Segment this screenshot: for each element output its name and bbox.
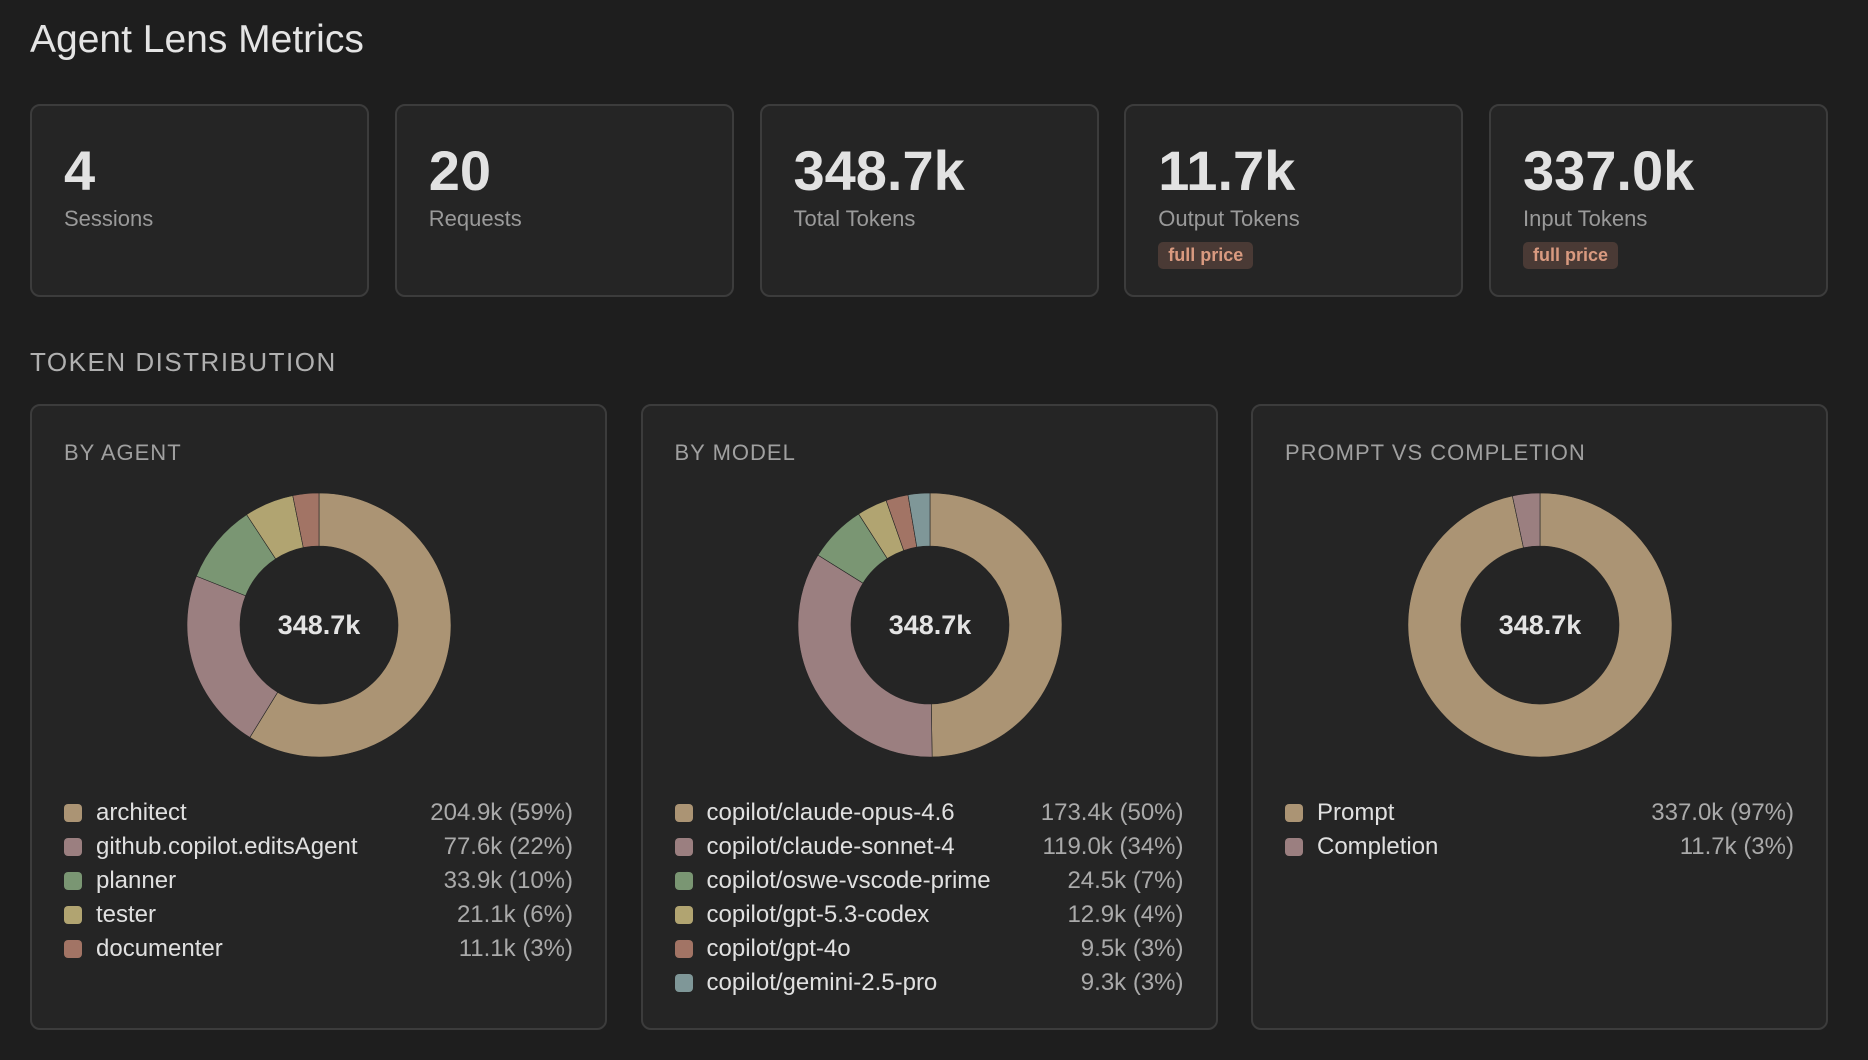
slice-github-copilot-editsagent[interactable] xyxy=(186,575,279,738)
section-title: TOKEN DISTRIBUTION xyxy=(30,347,337,377)
donut-center-label: 348.7k xyxy=(888,610,972,640)
legend-value: 11.7k (3%) xyxy=(1679,833,1794,860)
legend-item: copilot/gemini-2.5-pro 9.3k (3%) xyxy=(674,966,1184,1000)
legend-swatch xyxy=(674,838,693,856)
legend-value: 33.9k (10%) xyxy=(443,867,573,894)
legend-name: copilot/gemini-2.5-pro xyxy=(706,969,938,996)
stat-value: 20 xyxy=(428,139,492,202)
legend-item: copilot/gpt-5.3-codex 12.9k (4%) xyxy=(674,898,1184,932)
legend-value: 9.3k (3%) xyxy=(1080,969,1184,996)
legend-swatch xyxy=(674,906,693,924)
slice-copilot-gemini-2-5-pro[interactable] xyxy=(907,492,930,548)
slice-copilot-claude-opus-4-6[interactable] xyxy=(929,492,1062,758)
chart-legend: copilot/claude-opus-4.6 173.4k (50%) copil… xyxy=(674,796,1184,1000)
stat-card-total-tokens: 348.7k Total Tokens xyxy=(759,104,1099,297)
stat-label: Sessions xyxy=(64,206,154,231)
legend-item: copilot/oswe-vscode-prime 24.5k (7%) xyxy=(674,864,1184,898)
legend-item: Completion 11.7k (3%) xyxy=(1285,830,1794,864)
legend-item: github.copilot.editsAgent 77.6k (22%) xyxy=(64,830,573,864)
legend-name: copilot/claude-opus-4.6 xyxy=(706,799,955,826)
legend-swatch xyxy=(674,974,693,992)
stat-value: 4 xyxy=(64,139,96,202)
legend-name: tester xyxy=(96,901,157,928)
chart-legend: Prompt 337.0k (97%) Completion 11.7k (3%) xyxy=(1285,796,1794,864)
legend-value: 24.5k (7%) xyxy=(1067,867,1184,894)
stat-label: Input Tokens xyxy=(1523,206,1648,231)
legend-item: planner 33.9k (10%) xyxy=(64,864,573,898)
legend-item: documenter 11.1k (3%) xyxy=(64,932,573,966)
stat-value: 348.7k xyxy=(793,139,965,202)
stat-label: Output Tokens xyxy=(1158,206,1300,231)
donut-center-label: 348.7k xyxy=(278,610,362,640)
legend-value: 77.6k (22%) xyxy=(443,833,573,860)
legend-value: 173.4k (50%) xyxy=(1040,799,1184,826)
legend-value: 12.9k (4%) xyxy=(1067,901,1184,928)
legend-swatch xyxy=(64,940,82,958)
chart-card-0: BY AGENT 348.7k architect 204.9k (59%) githu… xyxy=(30,404,607,1030)
legend-item: tester 21.1k (6%) xyxy=(64,898,573,932)
legend-swatch xyxy=(674,940,693,958)
slice-architect[interactable] xyxy=(249,492,452,758)
page-title: Agent Lens Metrics xyxy=(30,18,364,61)
slice-prompt[interactable] xyxy=(1407,492,1673,758)
legend-name: copilot/claude-sonnet-4 xyxy=(706,833,955,860)
legend-value: 119.0k (34%) xyxy=(1042,833,1184,860)
slice-documenter[interactable] xyxy=(292,492,320,548)
legend-swatch xyxy=(1285,804,1303,822)
donut-chart: 348.7k xyxy=(797,492,1062,758)
slice-copilot-claude-sonnet-4[interactable] xyxy=(797,554,932,758)
price-badge: full price xyxy=(1523,242,1619,269)
legend-name: planner xyxy=(96,867,177,894)
legend-name: documenter xyxy=(96,935,223,962)
legend-name: copilot/oswe-vscode-prime xyxy=(706,867,991,894)
donut-chart: 348.7k xyxy=(186,492,452,758)
stat-label: Total Tokens xyxy=(793,206,916,231)
legend-name: architect xyxy=(96,799,187,826)
legend-swatch xyxy=(64,838,82,856)
legend-item: copilot/claude-opus-4.6 173.4k (50%) xyxy=(674,796,1184,830)
legend-value: 21.1k (6%) xyxy=(456,901,573,928)
chart-card-1: BY MODEL 348.7k copilot/claude-opus-4.6 173… xyxy=(640,404,1218,1030)
chart-card-2: PROMPT VS COMPLETION 348.7k Prompt 337.0k (… xyxy=(1251,404,1828,1030)
legend-name: copilot/gpt-5.3-codex xyxy=(706,901,930,928)
stat-value: 11.7k xyxy=(1158,139,1296,202)
chart-title: BY AGENT xyxy=(64,440,182,465)
legend-name: Prompt xyxy=(1317,799,1395,826)
chart-legend: architect 204.9k (59%) github.copilot.edit… xyxy=(64,796,573,966)
donut-chart: 348.7k xyxy=(1407,492,1673,758)
chart-title: BY MODEL xyxy=(674,440,796,465)
legend-swatch xyxy=(64,906,82,924)
legend-value: 9.5k (3%) xyxy=(1080,935,1184,962)
legend-swatch xyxy=(674,872,693,890)
legend-value: 11.1k (3%) xyxy=(458,935,573,962)
stat-card-requests: 20 Requests xyxy=(394,104,734,297)
donut-center-label: 348.7k xyxy=(1499,610,1583,640)
legend-item: copilot/gpt-4o 9.5k (3%) xyxy=(674,932,1184,966)
chart-title: PROMPT VS COMPLETION xyxy=(1285,440,1586,465)
legend-swatch xyxy=(1285,838,1303,856)
legend-item: architect 204.9k (59%) xyxy=(64,796,573,830)
legend-swatch xyxy=(64,872,82,890)
legend-name: copilot/gpt-4o xyxy=(706,935,851,962)
legend-value: 204.9k (59%) xyxy=(430,799,573,826)
legend-swatch xyxy=(64,804,82,822)
legend-value: 337.0k (97%) xyxy=(1651,799,1794,826)
stat-card-input-tokens: 337.0k Input Tokens full price xyxy=(1489,104,1828,297)
stat-value: 337.0k xyxy=(1523,139,1695,202)
legend-item: copilot/claude-sonnet-4 119.0k (34%) xyxy=(674,830,1184,864)
stat-label: Requests xyxy=(428,206,522,231)
legend-swatch xyxy=(674,804,693,822)
stat-card-output-tokens: 11.7k Output Tokens full price xyxy=(1124,104,1464,297)
legend-name: github.copilot.editsAgent xyxy=(96,833,358,860)
slice-completion[interactable] xyxy=(1512,492,1541,549)
legend-item: Prompt 337.0k (97%) xyxy=(1285,796,1794,830)
price-badge: full price xyxy=(1158,242,1254,269)
stat-card-sessions: 4 Sessions xyxy=(30,104,369,297)
legend-name: Completion xyxy=(1317,833,1439,860)
